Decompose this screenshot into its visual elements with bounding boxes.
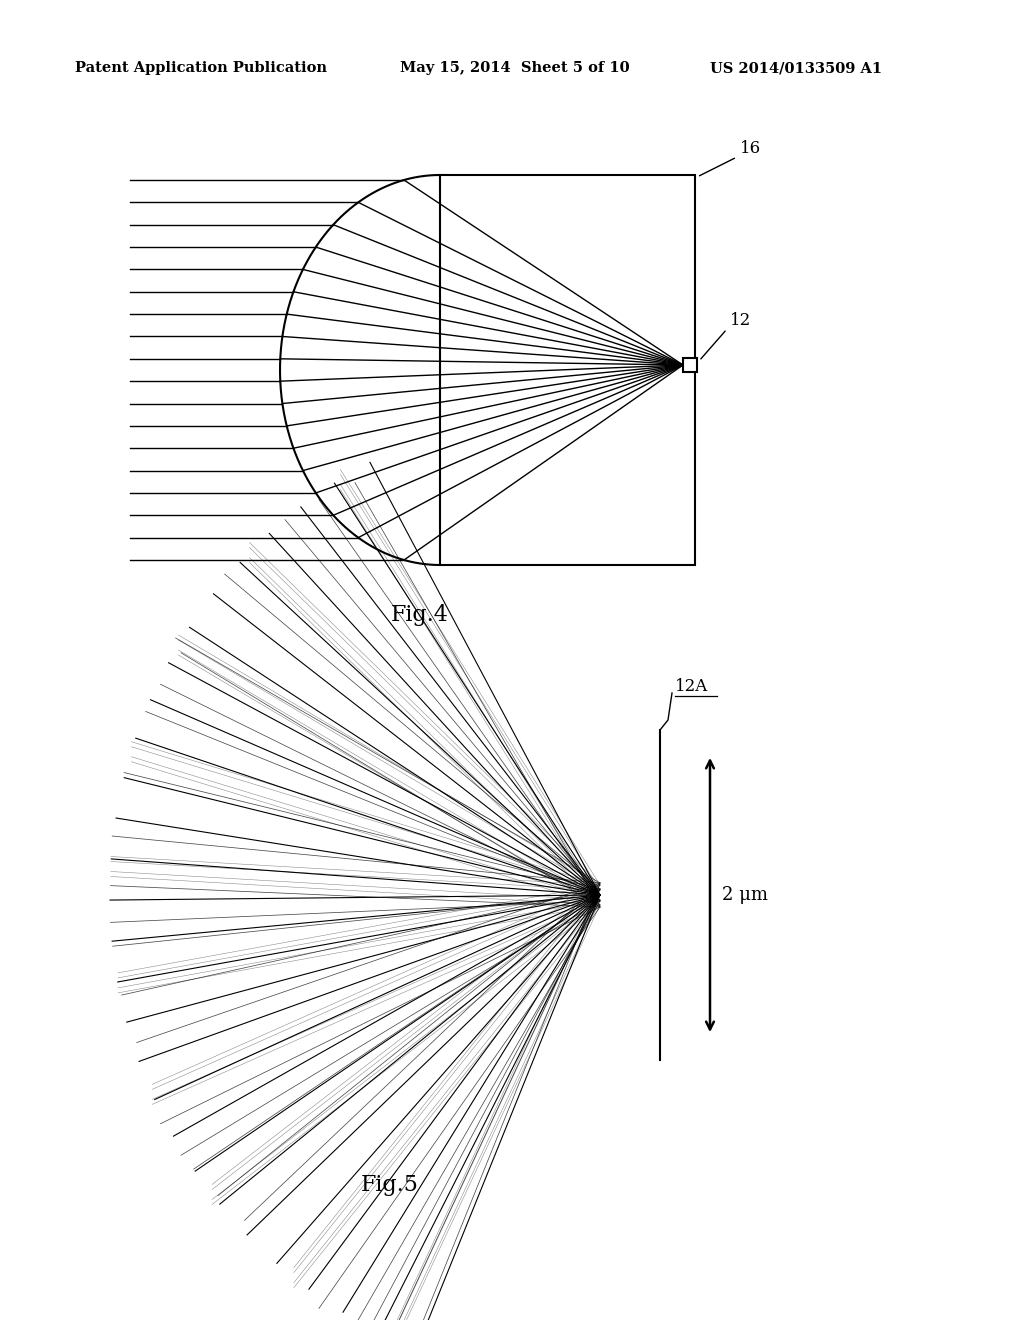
Text: 12A: 12A — [675, 678, 709, 696]
Text: May 15, 2014  Sheet 5 of 10: May 15, 2014 Sheet 5 of 10 — [400, 61, 630, 75]
Text: 12: 12 — [730, 312, 752, 329]
Bar — [683, 358, 697, 372]
Text: 16: 16 — [740, 140, 761, 157]
Text: US 2014/0133509 A1: US 2014/0133509 A1 — [710, 61, 882, 75]
Text: Fig.5: Fig.5 — [361, 1173, 419, 1196]
Text: Patent Application Publication: Patent Application Publication — [75, 61, 327, 75]
Bar — [440, 176, 695, 565]
Text: 2 μm: 2 μm — [722, 886, 768, 904]
Text: Fig.4: Fig.4 — [391, 605, 449, 626]
